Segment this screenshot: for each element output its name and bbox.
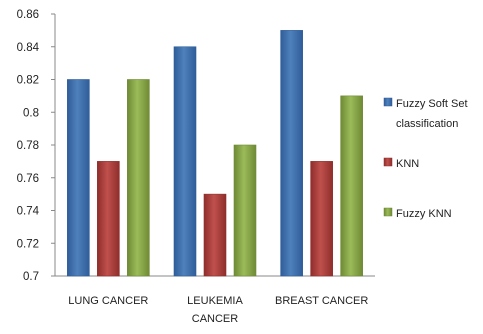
- category-label: LEUKEMIA: [187, 295, 243, 307]
- category-labels: LUNG CANCER LEUKEMIA CANCER BREAST CANCER: [68, 295, 368, 325]
- category-label: CANCER: [192, 313, 239, 325]
- legend: Fuzzy Soft Set classification KNN Fuzzy KNN: [383, 97, 468, 220]
- legend-label: Fuzzy Soft Set: [396, 98, 468, 110]
- legend-label: KNN: [396, 158, 419, 170]
- y-tick-label: 0.84: [17, 42, 40, 54]
- category-label: BREAST CANCER: [275, 295, 368, 307]
- bar: [97, 161, 120, 277]
- y-tick-label: 0.74: [17, 206, 40, 218]
- y-tick-label: 0.86: [17, 9, 39, 21]
- bar: [310, 161, 333, 277]
- bars: [67, 30, 363, 277]
- bar: [203, 193, 227, 277]
- category-label: LUNG CANCER: [68, 295, 148, 307]
- bar: [173, 46, 197, 277]
- y-tick-label: 0.76: [17, 173, 39, 185]
- bar: [340, 95, 363, 277]
- bar: [233, 144, 257, 277]
- legend-swatch: [383, 157, 393, 167]
- y-tick-label: 0.78: [17, 140, 39, 152]
- y-tick-label: 0.82: [17, 75, 39, 87]
- bar: [127, 79, 150, 277]
- legend-swatch: [383, 97, 393, 107]
- legend-label: Fuzzy KNN: [396, 208, 452, 220]
- y-tick-label: 0.7: [23, 271, 39, 283]
- y-tick-label: 0.8: [23, 107, 39, 119]
- bar: [67, 79, 90, 277]
- legend-swatch: [383, 207, 393, 217]
- legend-label: classification: [396, 118, 458, 130]
- bar: [280, 30, 303, 277]
- y-tick-label: 0.72: [17, 238, 39, 250]
